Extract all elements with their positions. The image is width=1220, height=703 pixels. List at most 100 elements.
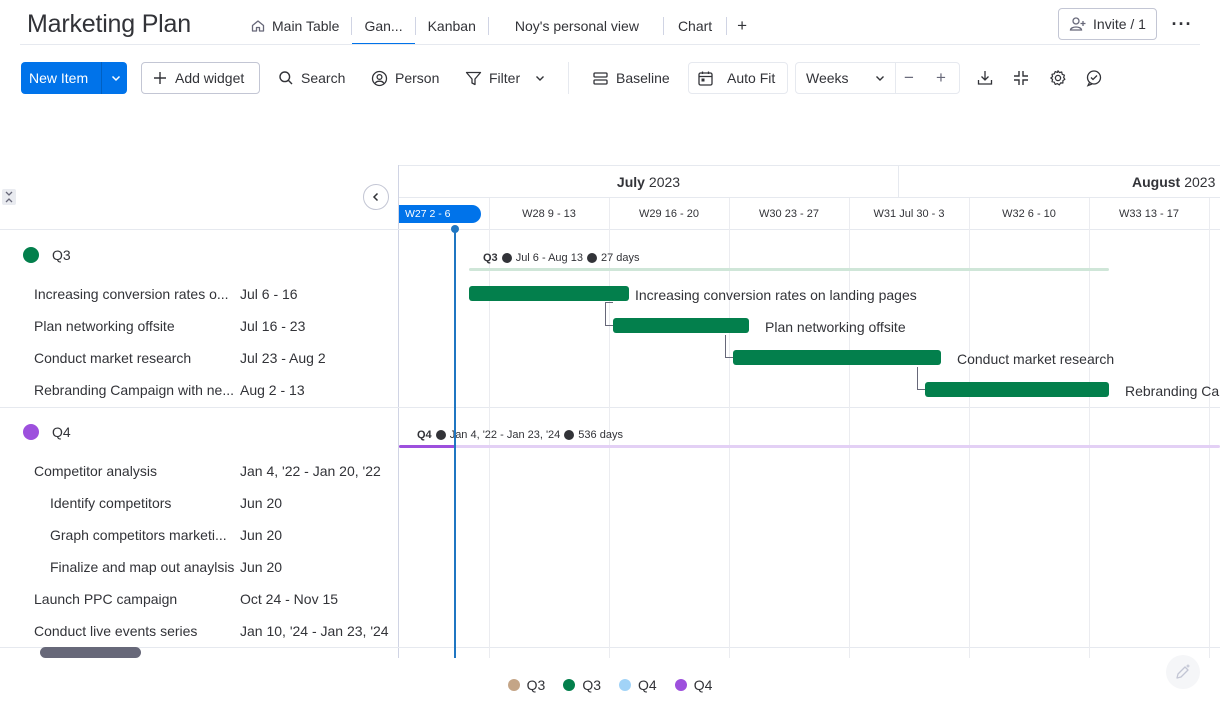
new-item-button[interactable]: New Item bbox=[21, 62, 127, 94]
current-week-badge[interactable]: W27 2 - 6 bbox=[399, 205, 481, 223]
chevron-down-icon[interactable] bbox=[109, 71, 123, 85]
tab-gantt[interactable]: Gan... bbox=[352, 8, 415, 45]
group-summary-q3: Q3 Jul 6 - Aug 13 27 days bbox=[483, 252, 640, 264]
item-name: Launch PPC campaign bbox=[34, 591, 178, 607]
item-dates: Jun 20 bbox=[240, 559, 283, 575]
group-divider bbox=[0, 647, 1220, 648]
zoom-control: Weeks − + bbox=[795, 62, 960, 94]
auto-fit-label: Auto Fit bbox=[727, 70, 776, 86]
summary-dot bbox=[564, 430, 575, 440]
legend-item[interactable]: Q4 bbox=[674, 675, 712, 695]
week-gridline bbox=[729, 198, 730, 658]
tab-divider bbox=[414, 17, 416, 35]
settings-button[interactable] bbox=[1049, 62, 1067, 94]
subitem-row[interactable]: Finalize and map out anaylsis Jun 20 bbox=[0, 551, 399, 583]
view-tabs: Main Table Gan... Kanban Noy's personal … bbox=[238, 8, 757, 45]
baseline-button[interactable]: Baseline bbox=[592, 62, 670, 94]
gantt-bar[interactable] bbox=[469, 286, 629, 301]
summary-range: Jul 6 - Aug 13 bbox=[515, 252, 583, 264]
item-row[interactable]: Competitor analysis Jan 4, '22 - Jan 20,… bbox=[0, 455, 399, 487]
legend-item[interactable]: Q4 bbox=[619, 675, 657, 695]
dependency-connector bbox=[725, 335, 733, 358]
group-header-q4[interactable]: Q4 bbox=[0, 416, 399, 448]
home-icon bbox=[250, 18, 266, 34]
item-row[interactable]: Conduct market research Jul 23 - Aug 2 bbox=[0, 342, 399, 374]
person-filter-button[interactable]: Person bbox=[371, 62, 439, 94]
gantt-bar[interactable] bbox=[733, 350, 941, 365]
invite-button[interactable]: Invite / 1 bbox=[1058, 8, 1157, 40]
subitem-name: Finalize and map out anaylsis bbox=[50, 559, 235, 575]
zoom-select[interactable]: Weeks bbox=[796, 63, 896, 93]
zoom-out-button[interactable]: − bbox=[904, 68, 914, 87]
gantt-bar[interactable] bbox=[925, 382, 1109, 397]
collapse-panel-button[interactable] bbox=[363, 184, 389, 210]
week-label: W33 13 - 17 bbox=[1119, 207, 1179, 220]
subitem-row[interactable]: Identify competitors Jun 20 bbox=[0, 487, 399, 519]
export-button[interactable] bbox=[976, 62, 994, 94]
split-divider bbox=[101, 62, 102, 94]
tab-main-table-label: Main Table bbox=[272, 18, 340, 34]
search-button[interactable]: Search bbox=[278, 62, 345, 94]
group-span-bar-q3 bbox=[469, 268, 1109, 271]
week-gridline bbox=[1089, 198, 1090, 658]
auto-fit-button[interactable]: Auto Fit bbox=[688, 62, 788, 94]
summary-dot bbox=[435, 430, 446, 440]
collapse-groups-button[interactable] bbox=[2, 189, 16, 205]
group-span-bar-q4-done bbox=[399, 445, 455, 448]
summary-duration: 27 days bbox=[600, 252, 640, 264]
tab-chart[interactable]: Chart bbox=[664, 8, 726, 44]
baseline-label: Baseline bbox=[616, 70, 670, 86]
subitem-name: Identify competitors bbox=[50, 495, 172, 511]
dependency-connector bbox=[917, 367, 925, 390]
person-label: Person bbox=[395, 70, 440, 86]
add-widget-button[interactable]: Add widget bbox=[141, 62, 260, 94]
legend-item[interactable]: Q3 bbox=[507, 675, 545, 695]
item-dates: Oct 24 - Nov 15 bbox=[240, 591, 339, 607]
item-dates: Jan 10, '24 - Jan 23, '24 bbox=[240, 623, 389, 639]
legend-swatch bbox=[563, 679, 576, 691]
group-color-dot bbox=[23, 247, 39, 263]
add-person-icon bbox=[1069, 16, 1087, 32]
tab-main-table[interactable]: Main Table bbox=[238, 8, 351, 44]
item-row[interactable]: Rebranding Campaign with ne... Aug 2 - 1… bbox=[0, 374, 399, 406]
group-header-q3[interactable]: Q3 bbox=[0, 239, 399, 271]
download-icon bbox=[976, 69, 994, 87]
today-marker-line bbox=[454, 229, 456, 658]
subitem-row[interactable]: Graph competitors marketi... Jun 20 bbox=[0, 519, 399, 551]
collapse-view-button[interactable] bbox=[1012, 62, 1030, 94]
legend-label: Q4 bbox=[638, 677, 657, 693]
tab-kanban[interactable]: Kanban bbox=[416, 8, 488, 44]
legend-item[interactable]: Q3 bbox=[563, 675, 601, 695]
group-color-dot bbox=[23, 424, 39, 440]
group-summary-q4: Q4 Jan 4, '22 - Jan 23, '24 536 days bbox=[417, 429, 623, 441]
item-row[interactable]: Plan networking offsite Jul 16 - 23 bbox=[0, 310, 399, 342]
month-year: 2023 bbox=[648, 174, 681, 190]
week-gridline bbox=[969, 198, 970, 658]
tab-personal-view[interactable]: Noy's personal view bbox=[489, 8, 663, 44]
more-options-button[interactable]: ··· bbox=[1171, 13, 1193, 34]
gantt-bar-label: Conduct market research bbox=[957, 351, 1115, 367]
updates-button[interactable] bbox=[1085, 62, 1103, 94]
gantt-bar[interactable] bbox=[613, 318, 749, 333]
legend-swatch bbox=[674, 679, 687, 691]
toolbar-divider bbox=[568, 62, 569, 94]
week-gridline bbox=[849, 198, 850, 658]
item-row[interactable]: Conduct live events series Jan 10, '24 -… bbox=[0, 615, 399, 647]
horizontal-scrollbar[interactable] bbox=[40, 647, 141, 658]
zoom-in-button[interactable]: + bbox=[936, 68, 946, 87]
summary-range: Jan 4, '22 - Jan 23, '24 bbox=[449, 429, 561, 441]
summary-dot bbox=[586, 253, 597, 263]
board-title[interactable]: Marketing Plan bbox=[27, 10, 191, 38]
filter-icon bbox=[465, 70, 482, 87]
panel-header-divider bbox=[0, 229, 399, 230]
item-row[interactable]: Launch PPC campaign Oct 24 - Nov 15 bbox=[0, 583, 399, 615]
item-row[interactable]: Increasing conversion rates o... Jul 6 -… bbox=[0, 278, 399, 310]
ai-assistant-button[interactable] bbox=[1166, 655, 1200, 689]
chevron-down-icon[interactable] bbox=[533, 71, 547, 85]
add-view-button[interactable]: + bbox=[737, 16, 748, 35]
tab-divider bbox=[662, 17, 664, 35]
filter-button[interactable]: Filter bbox=[465, 62, 547, 94]
summary-group-name: Q4 bbox=[417, 429, 432, 441]
chart-legend: Q3 Q3 Q4 Q4 bbox=[0, 675, 1220, 695]
item-name: Plan networking offsite bbox=[34, 318, 175, 334]
